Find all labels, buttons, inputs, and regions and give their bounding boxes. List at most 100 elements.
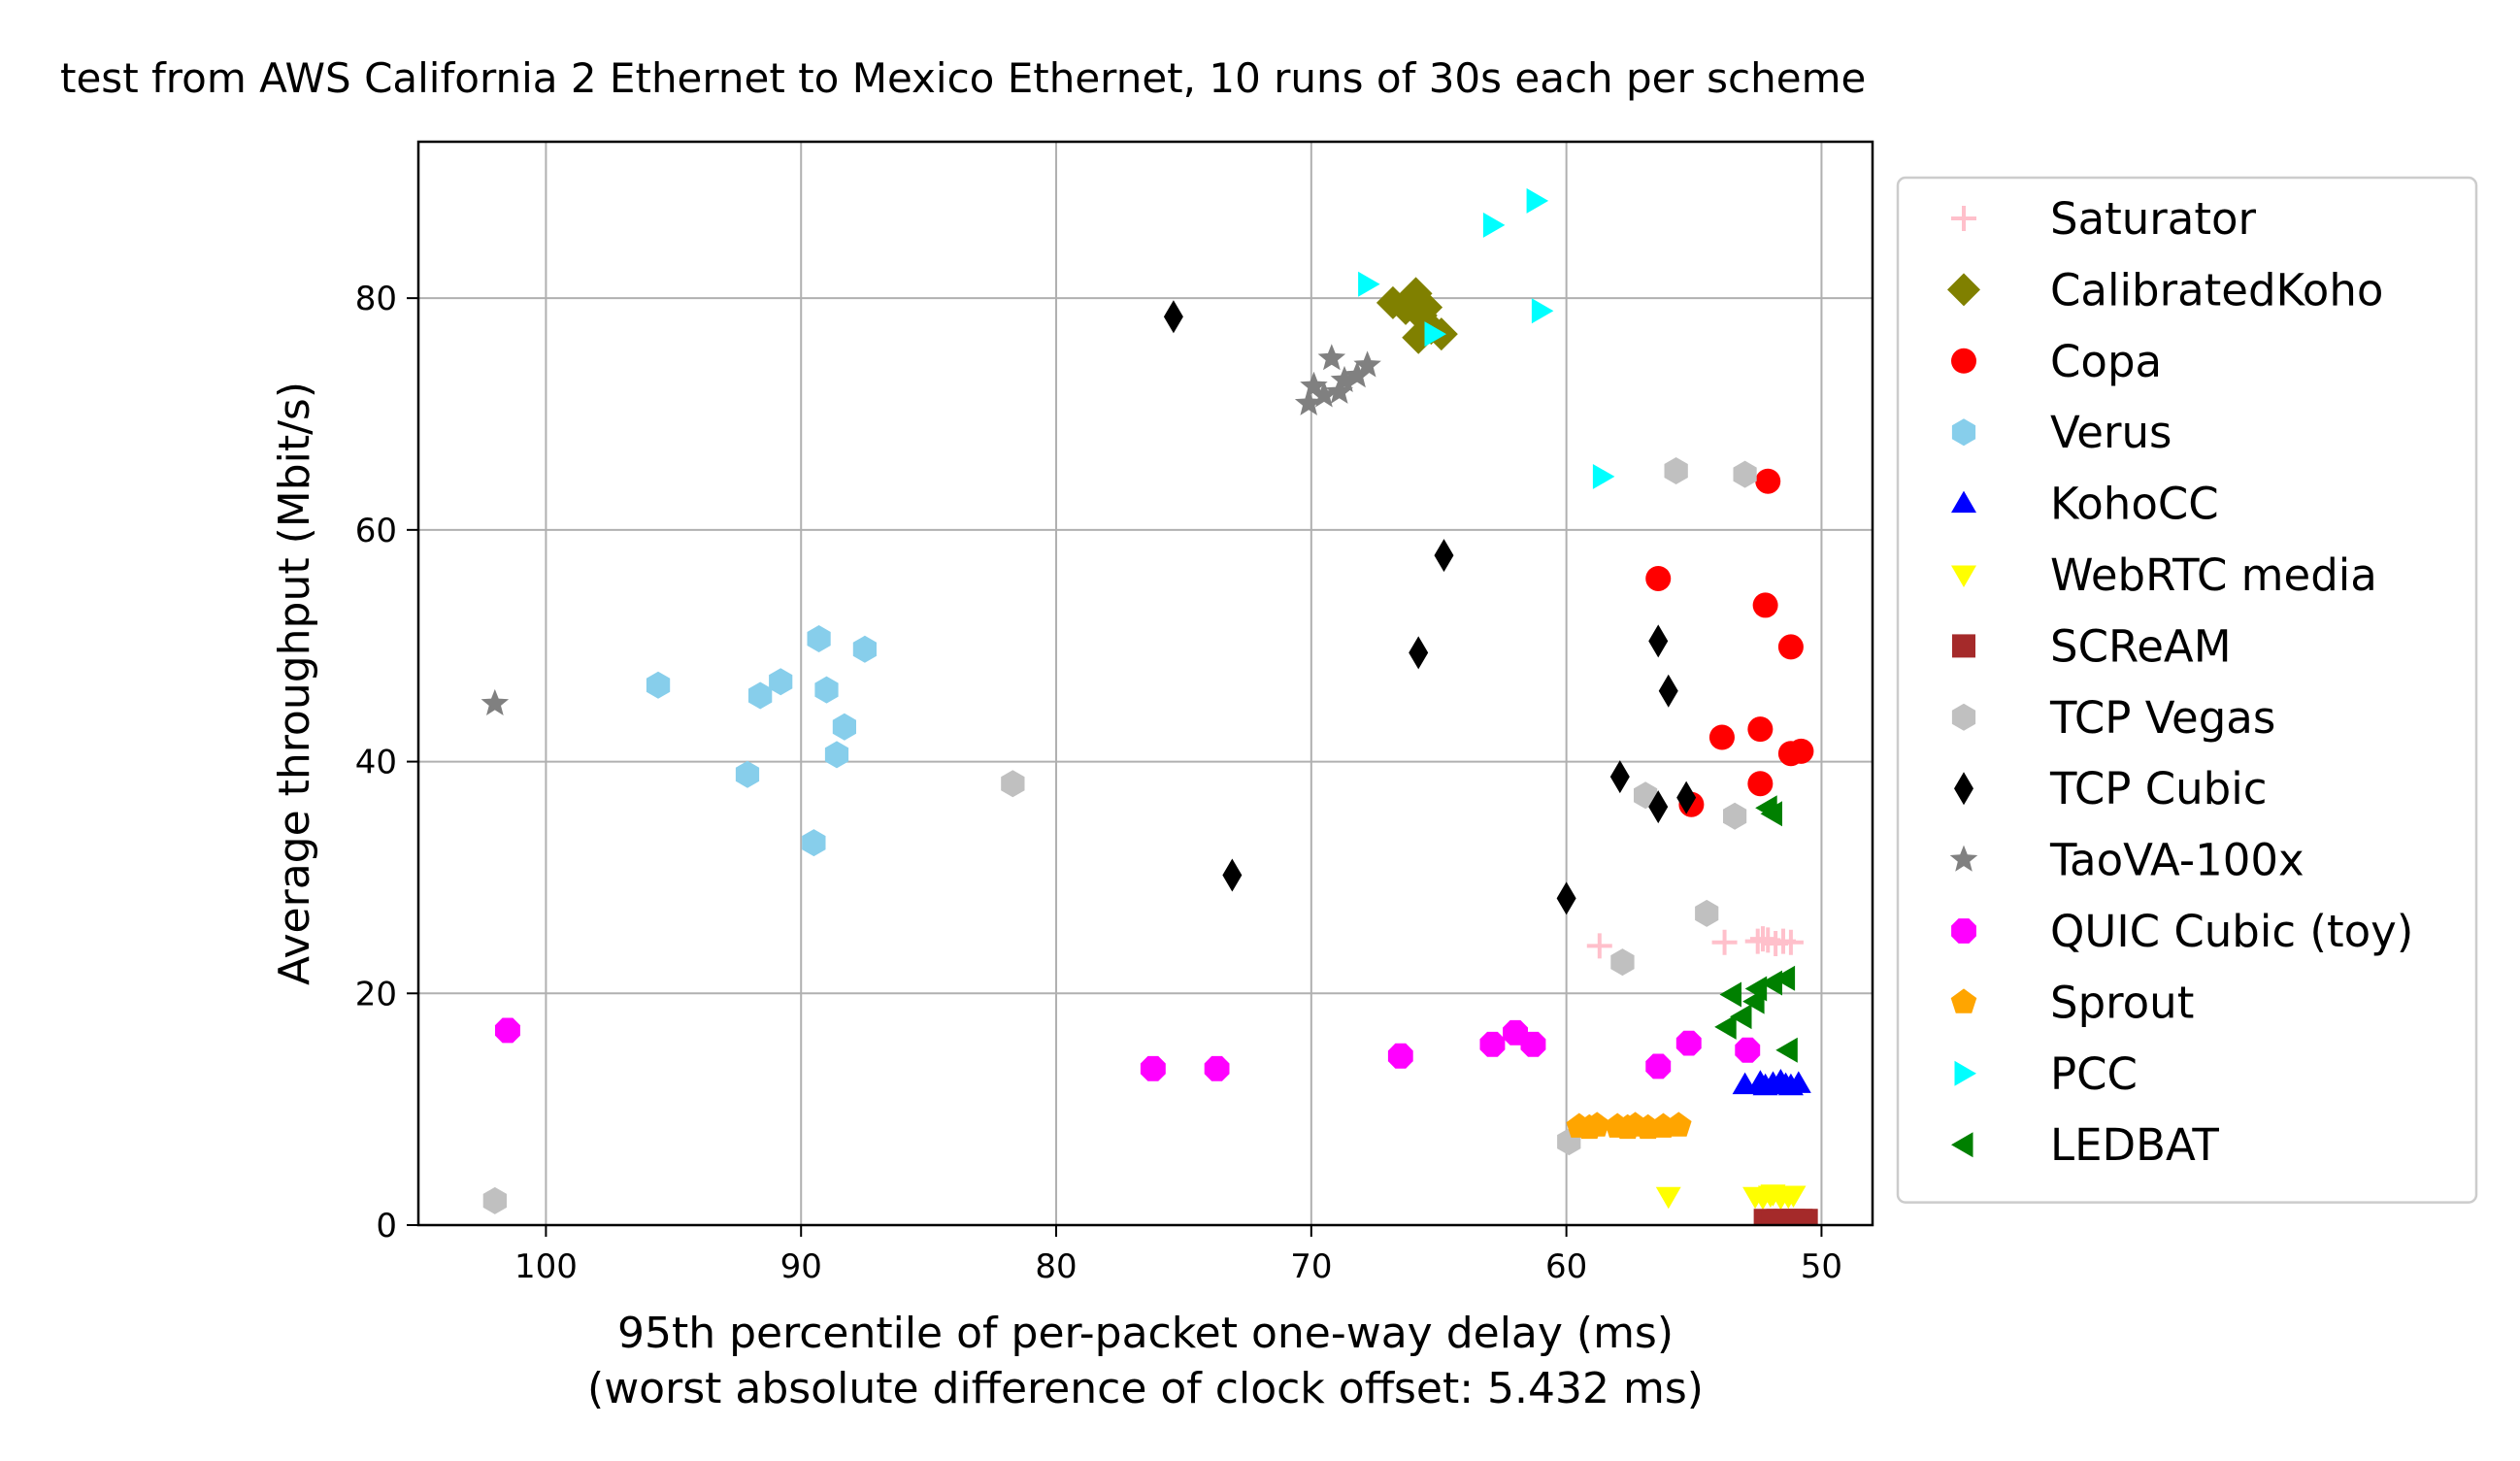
data-point: [1775, 1037, 1798, 1063]
data-point: [802, 829, 826, 857]
data-point: [1794, 1209, 1818, 1225]
data-point: [1752, 592, 1778, 618]
series-sprout: [1566, 1112, 1692, 1140]
series-quic-cubic-toy: [495, 1017, 1761, 1081]
data-point: [1001, 770, 1025, 798]
series-taova-100x: [481, 344, 1381, 715]
data-point: [1773, 965, 1796, 991]
plot-frame: [416, 140, 1874, 1227]
series-scream: [1753, 1209, 1818, 1225]
series-tcp-cubic: [1163, 300, 1697, 915]
data-point: [1658, 674, 1678, 708]
legend-item: TCP Vegas: [1951, 692, 2275, 744]
series-pcc: [1358, 187, 1615, 489]
data-point: [852, 635, 877, 663]
data-point: [1761, 1210, 1785, 1225]
data-point: [1526, 187, 1549, 214]
x-axis-label: 95th percentile of per-packet one-way de…: [617, 1309, 1674, 1358]
legend-label: SCReAM: [2050, 620, 2232, 672]
legend-item: TCP Cubic: [1954, 763, 2267, 814]
legend-label: WebRTC media: [2050, 549, 2377, 601]
series-webrtc-media: [1655, 1184, 1807, 1211]
data-point: [1409, 290, 1443, 324]
data-point: [1317, 344, 1346, 371]
legend-label: Saturator: [2050, 193, 2257, 245]
legend-label: TCP Cubic: [2049, 763, 2267, 814]
data-point: [1788, 738, 1814, 764]
data-point: [1735, 1037, 1761, 1063]
data-point: [1723, 802, 1747, 830]
data-point: [1424, 321, 1446, 348]
data-point: [769, 668, 793, 696]
x-tick-label: 90: [780, 1247, 822, 1286]
legend-marker: [1952, 634, 1975, 658]
axis-ticks: 100 90 80 70 60 50 0 20 40 60 80: [355, 280, 1842, 1286]
x-tick-label: 100: [514, 1247, 578, 1286]
data-point: [814, 676, 839, 704]
legend-item: CalibratedKoho: [1947, 264, 2383, 315]
data-point: [1719, 981, 1741, 1008]
data-point: [1648, 624, 1669, 658]
legend-item: PCC: [1954, 1048, 2138, 1100]
data-point: [1714, 1013, 1737, 1040]
legend-label: Copa: [2050, 336, 2162, 387]
legend-marker: [1951, 703, 1976, 731]
x-tick-label: 70: [1290, 1247, 1332, 1286]
legend-marker: [1947, 273, 1980, 307]
x-tick-label: 50: [1801, 1247, 1842, 1286]
data-point: [1330, 365, 1359, 392]
data-point: [1610, 948, 1635, 977]
x-axis-sublabel: (worst absolute difference of clock offs…: [587, 1364, 1704, 1413]
legend-item: QUIC Cubic (toy): [1951, 906, 2413, 957]
data-point: [1358, 271, 1380, 297]
data-point: [1675, 1030, 1702, 1056]
data-point: [1353, 350, 1381, 378]
legend-marker: [1951, 918, 1976, 944]
data-point: [1222, 858, 1243, 892]
data-point: [1556, 881, 1576, 915]
legend-marker: [1951, 348, 1976, 374]
data-point: [1666, 1112, 1692, 1137]
data-point: [1664, 457, 1688, 484]
data-point: [1752, 1073, 1778, 1096]
series-kohocc: [1732, 1069, 1811, 1096]
data-point: [1300, 371, 1328, 398]
legend-item: WebRTC media: [1951, 549, 2377, 601]
y-tick-label: 80: [355, 280, 397, 318]
legend-label: KohoCC: [2050, 479, 2219, 530]
chart-title: test from AWS California 2 Ethernet to M…: [60, 54, 1866, 102]
legend-label: TaoVA-100x: [2049, 835, 2304, 886]
x-tick-label: 80: [1035, 1247, 1077, 1286]
series-saturator: [1586, 926, 1804, 959]
data-point: [1325, 377, 1353, 404]
legend-marker: [1954, 772, 1973, 806]
data-point: [1676, 780, 1697, 814]
data-point: [1294, 388, 1323, 415]
data-point: [1310, 381, 1339, 408]
legend-label: TCP Vegas: [2049, 692, 2275, 744]
data-point: [1755, 468, 1781, 494]
data-point: [1609, 760, 1630, 794]
data-point: [1645, 1053, 1672, 1079]
legend-label: CalibratedKoho: [2050, 264, 2383, 315]
legend-marker: [1951, 490, 1976, 514]
data-point: [1747, 771, 1774, 797]
data-point: [1204, 1055, 1230, 1081]
y-tick-label: 40: [355, 744, 397, 782]
data-point: [1586, 933, 1612, 959]
data-point: [1520, 1031, 1546, 1057]
legend-marker: [1949, 845, 1978, 872]
legend-box: [1896, 176, 2478, 1204]
data-point: [1614, 1113, 1641, 1140]
series-ledbat: [1714, 795, 1798, 1063]
data-point: [1434, 539, 1454, 573]
data-point: [1733, 460, 1757, 488]
legend-marker: [1951, 565, 1976, 587]
data-point: [1655, 1186, 1681, 1210]
data-point: [1780, 1185, 1807, 1208]
data-point: [735, 760, 760, 788]
data-point: [832, 713, 856, 741]
data-point: [646, 671, 671, 699]
legend-label: LEDBAT: [2050, 1119, 2219, 1171]
